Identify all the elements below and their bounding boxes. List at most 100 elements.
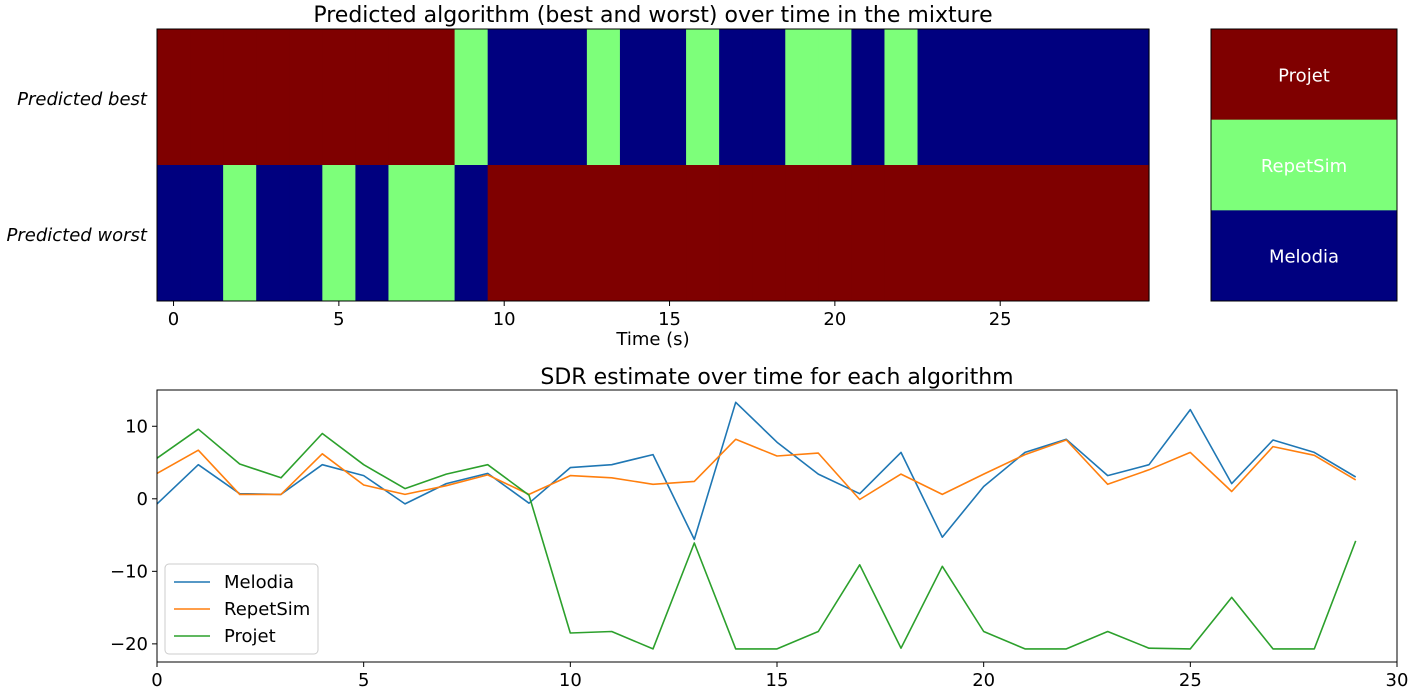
worst-cell-19 [785, 165, 819, 301]
line-chart-title: SDR estimate over time for each algorith… [540, 365, 1013, 390]
best-cell-2 [223, 29, 257, 165]
best-cell-12 [553, 29, 588, 165]
worst-cell-7 [388, 165, 423, 301]
worst-cell-29 [1115, 165, 1150, 301]
worst-cell-27 [1049, 165, 1084, 301]
x-tick-label: 25 [1179, 670, 1202, 691]
heatmap-cells [157, 29, 1150, 301]
best-cell-26 [1016, 29, 1051, 165]
best-cell-0 [157, 29, 191, 165]
line-chart-panel: SDR estimate over time for each algorith… [110, 365, 1408, 691]
worst-cell-4 [289, 165, 323, 301]
best-cell-16 [686, 29, 720, 165]
worst-cell-23 [917, 165, 952, 301]
worst-cell-22 [884, 165, 919, 301]
worst-cell-13 [586, 165, 621, 301]
heatmap-x-tick-label: 25 [989, 309, 1012, 330]
worst-cell-8 [421, 165, 456, 301]
line-chart-frame [156, 389, 1398, 663]
worst-cell-5 [322, 165, 356, 301]
best-cell-1 [190, 29, 224, 165]
worst-cell-25 [983, 165, 1018, 301]
best-cell-20 [818, 29, 852, 165]
x-tick-label: 20 [972, 670, 995, 691]
worst-cell-1 [190, 165, 224, 301]
worst-cell-28 [1082, 165, 1117, 301]
worst-cell-24 [950, 165, 985, 301]
best-cell-24 [950, 29, 985, 165]
legend-label-melodia: Melodia [224, 572, 294, 593]
best-cell-8 [421, 29, 456, 165]
worst-cell-20 [818, 165, 852, 301]
heatmap-x-label: Time (s) [615, 329, 689, 350]
legend-label-projet: Projet [224, 626, 276, 647]
best-cell-22 [884, 29, 919, 165]
worst-cell-21 [851, 165, 886, 301]
heatmap-x-tick-label: 10 [493, 309, 516, 330]
best-cell-4 [289, 29, 323, 165]
key-swatch-projet [1211, 29, 1397, 121]
y-tick-label: 0 [137, 489, 148, 510]
best-cell-9 [454, 29, 489, 165]
worst-cell-15 [653, 165, 687, 301]
best-cell-19 [785, 29, 819, 165]
line-chart-series [156, 401, 1357, 650]
heatmap-x-tick-label: 0 [168, 309, 179, 330]
worst-cell-6 [355, 165, 390, 301]
worst-cell-18 [752, 165, 786, 301]
x-tick-label: 15 [766, 670, 789, 691]
best-cell-13 [586, 29, 621, 165]
line-chart-ticks: 0 5 10 15 20 25 30 −20 −10 0 10 [110, 416, 1408, 691]
best-cell-23 [917, 29, 952, 165]
heatmap-frame [156, 28, 1150, 302]
best-cell-27 [1049, 29, 1084, 165]
worst-cell-16 [686, 165, 720, 301]
best-cell-10 [487, 29, 522, 165]
row-label-worst: Predicted worst [6, 225, 147, 246]
best-cell-21 [851, 29, 886, 165]
x-tick-label: 0 [151, 670, 162, 691]
heatmap-panel: Predicted algorithm (best and worst) ove… [6, 3, 1150, 350]
worst-cell-14 [619, 165, 654, 301]
heatmap-x-ticks: 0 5 10 15 20 25 [168, 301, 1012, 330]
worst-cell-9 [454, 165, 489, 301]
worst-cell-10 [487, 165, 522, 301]
key-label-projet: Projet [1278, 65, 1330, 86]
worst-cell-26 [1016, 165, 1051, 301]
series-line-projet [156, 428, 1357, 650]
y-tick-label: −20 [110, 634, 148, 655]
legend-box [164, 563, 319, 655]
series-line-melodia [156, 401, 1357, 541]
key-swatch-melodia [1211, 210, 1397, 302]
worst-cell-11 [520, 165, 555, 301]
best-cell-5 [322, 29, 356, 165]
row-label-best: Predicted best [17, 89, 148, 110]
best-cell-25 [983, 29, 1018, 165]
heatmap-x-tick-label: 20 [823, 309, 846, 330]
y-tick-label: −10 [110, 561, 148, 582]
best-cell-6 [355, 29, 390, 165]
best-cell-29 [1115, 29, 1150, 165]
x-tick-label: 5 [358, 670, 369, 691]
y-tick-label: 10 [125, 416, 148, 437]
best-cell-3 [256, 29, 290, 165]
series-line-repetsim [156, 438, 1357, 501]
x-tick-label: 10 [559, 670, 582, 691]
worst-cell-2 [223, 165, 257, 301]
heatmap-title: Predicted algorithm (best and worst) ove… [313, 3, 992, 28]
best-cell-28 [1082, 29, 1117, 165]
legend: Melodia RepetSim Projet [164, 563, 319, 655]
worst-cell-3 [256, 165, 290, 301]
best-cell-17 [719, 29, 753, 165]
key-label-melodia: Melodia [1269, 247, 1339, 268]
best-cell-7 [388, 29, 423, 165]
heatmap-x-tick-label: 5 [333, 309, 344, 330]
color-key: Projet RepetSim Melodia [1210, 28, 1398, 302]
legend-label-repetsim: RepetSim [224, 599, 310, 620]
x-tick-label: 30 [1386, 670, 1409, 691]
best-cell-18 [752, 29, 786, 165]
best-cell-14 [619, 29, 654, 165]
key-label-repetsim: RepetSim [1261, 156, 1347, 177]
worst-cell-0 [157, 165, 191, 301]
